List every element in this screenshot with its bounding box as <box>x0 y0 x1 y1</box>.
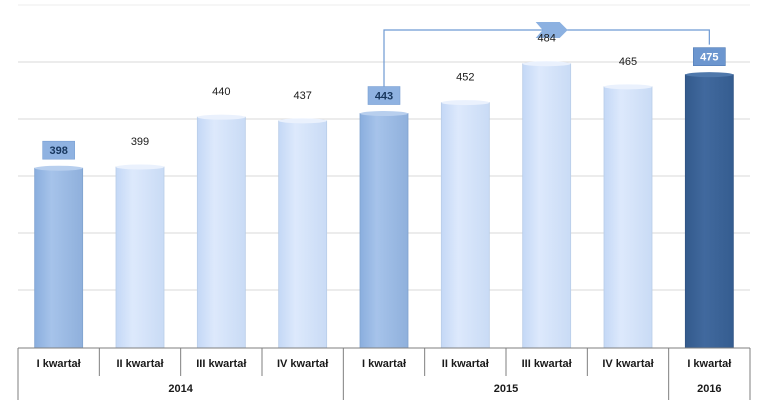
data-label-box <box>693 47 726 66</box>
group-label: 2015 <box>494 383 518 395</box>
bar <box>359 113 409 349</box>
tick-label: IV kwartał <box>602 358 653 370</box>
tick-label: II kwartał <box>116 358 163 370</box>
bar <box>440 102 490 349</box>
bars <box>34 61 734 349</box>
tick-label: I kwartał <box>37 358 81 370</box>
data-label: 437 <box>293 90 311 102</box>
group-label: 2014 <box>168 383 193 395</box>
arrow-chevron <box>535 22 568 38</box>
bar <box>522 63 572 349</box>
bar-top <box>522 61 571 67</box>
data-label: 399 <box>131 136 149 148</box>
bar <box>196 116 246 349</box>
tick-label: IV kwartał <box>277 358 328 370</box>
data-label: 475 <box>700 52 718 64</box>
group-label: 2016 <box>697 383 721 395</box>
bar <box>115 166 165 349</box>
comparison-arrow <box>383 22 710 88</box>
tick-label: I kwartał <box>362 358 406 370</box>
bar <box>278 120 328 349</box>
bar-top <box>278 118 327 124</box>
data-labels: 398 399 440 437 443 452 484 465 475 <box>42 33 726 160</box>
data-label: 443 <box>375 91 393 103</box>
bar-top <box>34 165 83 171</box>
bar-top <box>685 72 734 78</box>
data-label-box <box>42 140 75 160</box>
data-label: 465 <box>619 56 637 68</box>
bar <box>684 74 734 349</box>
data-label-box <box>367 86 401 105</box>
bar-top <box>197 114 246 120</box>
data-label: 452 <box>456 72 474 84</box>
bar-top <box>116 164 164 170</box>
bar-top <box>441 100 490 106</box>
data-label: 440 <box>212 86 230 98</box>
category-axis: I kwartał II kwartał III kwartał IV kwartał… <box>17 347 751 400</box>
tick-label: I kwartał <box>687 358 731 370</box>
bar <box>603 86 653 349</box>
bar-top <box>360 111 408 117</box>
tick-label: II kwartał <box>442 358 489 370</box>
bar <box>34 167 84 349</box>
tick-label: III kwartał <box>522 358 572 370</box>
tick-label: III kwartał <box>196 358 246 370</box>
data-label: 398 <box>49 145 67 157</box>
data-label: 484 <box>537 33 555 45</box>
bar-top <box>604 84 652 90</box>
